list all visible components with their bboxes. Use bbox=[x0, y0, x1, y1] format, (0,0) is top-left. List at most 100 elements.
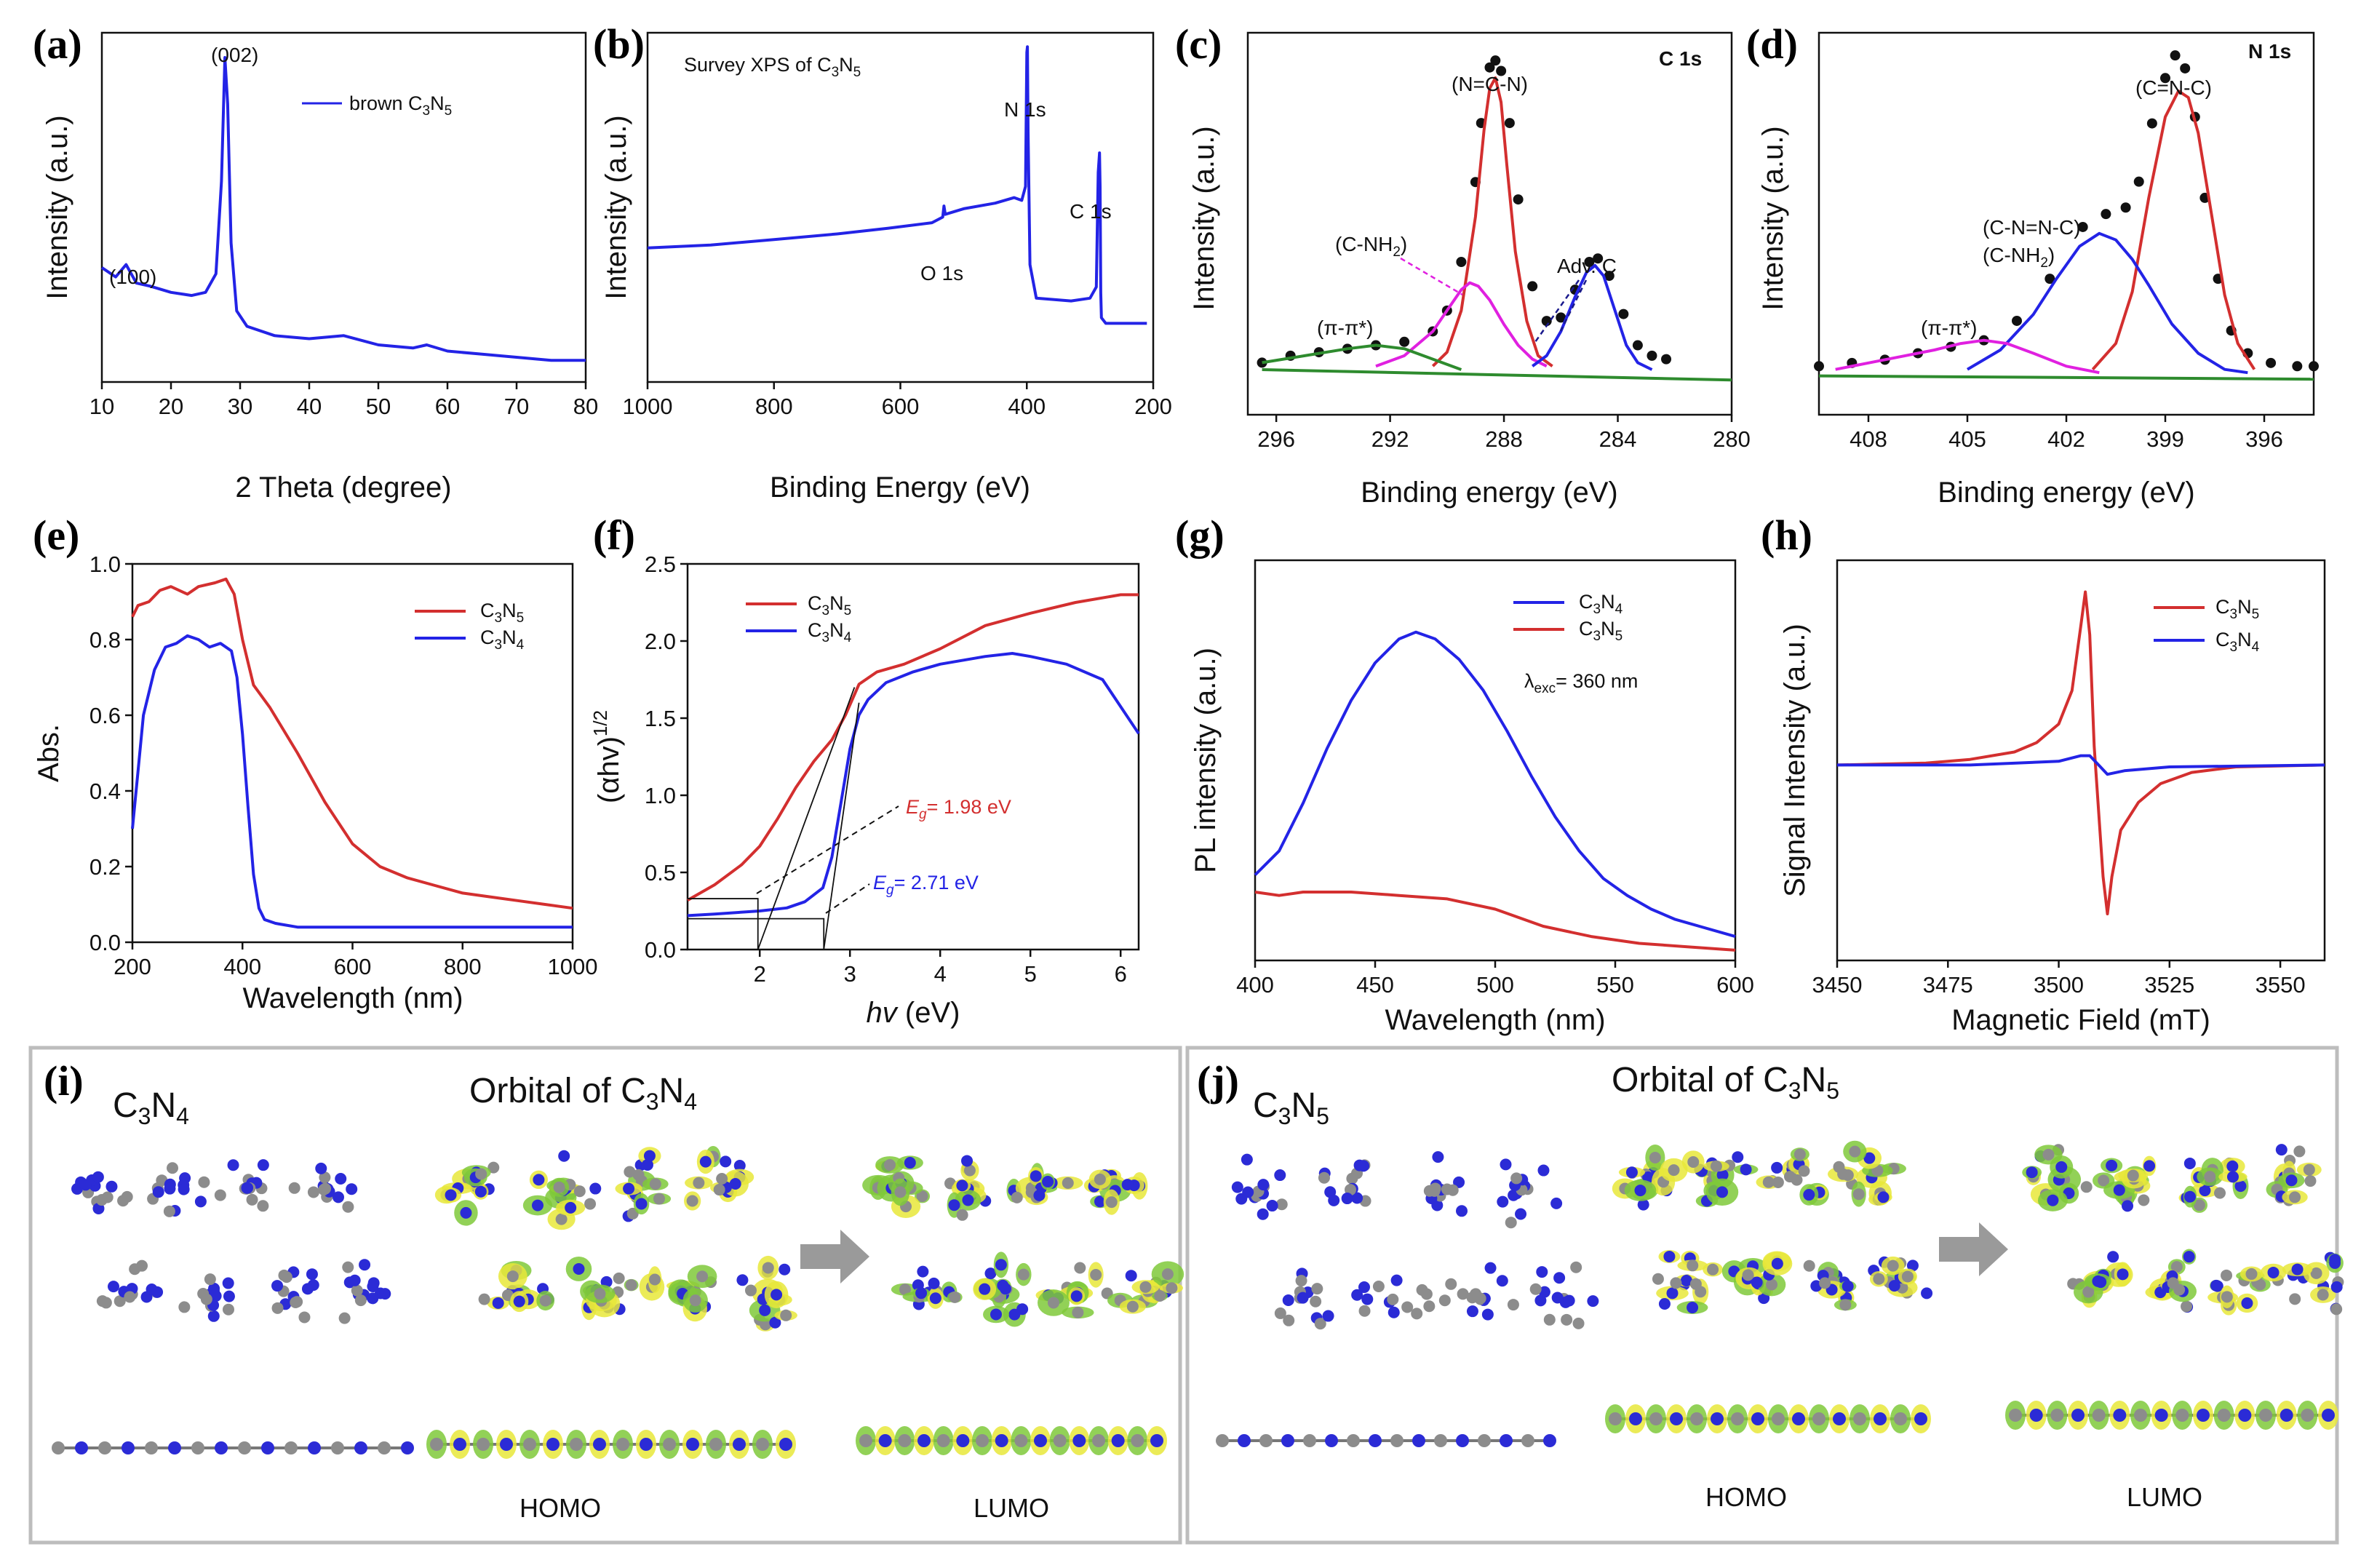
atom bbox=[2009, 1409, 2022, 1422]
atom bbox=[2173, 1284, 2186, 1296]
frame-f bbox=[686, 562, 1140, 951]
atom bbox=[573, 1262, 585, 1275]
title-b-3: 3 bbox=[832, 65, 840, 80]
atom bbox=[342, 1261, 354, 1273]
ytick-label-e-1: 0.2 bbox=[89, 854, 121, 880]
atom bbox=[1416, 1284, 1428, 1296]
xtick-label-b-1: 800 bbox=[755, 394, 793, 419]
raw-point-c-22 bbox=[1604, 271, 1615, 282]
atom bbox=[2293, 1145, 2306, 1158]
atom bbox=[2303, 1163, 2315, 1176]
ti-3: 3 bbox=[138, 1103, 151, 1129]
series-c-4 bbox=[1262, 343, 1462, 371]
ytick-label-e-3: 0.6 bbox=[89, 703, 121, 728]
atom bbox=[1295, 1275, 1307, 1287]
le-c3n5-n: N bbox=[502, 600, 517, 621]
oj-main: Orbital of C bbox=[1612, 1061, 1788, 1099]
atom bbox=[1873, 1273, 1885, 1285]
atom bbox=[1833, 1161, 1845, 1173]
atom bbox=[1649, 1412, 1663, 1425]
atom bbox=[649, 1273, 661, 1286]
atom bbox=[984, 1267, 997, 1280]
atom bbox=[513, 1295, 525, 1308]
title-j: C3N5 bbox=[1253, 1086, 1329, 1129]
atom bbox=[594, 1288, 606, 1300]
atom bbox=[401, 1441, 414, 1454]
ylabel-c: Intensity (a.u.) bbox=[1188, 126, 1220, 310]
atom bbox=[2026, 1166, 2038, 1179]
atom bbox=[1275, 1198, 1288, 1211]
atom bbox=[2138, 1194, 2150, 1206]
xlabel-a: 2 Theta (degree) bbox=[235, 471, 451, 504]
atom bbox=[1751, 1276, 1763, 1289]
ytick-label-f-2: 1.0 bbox=[645, 783, 676, 808]
atom bbox=[1500, 1158, 1512, 1171]
xtick-label-g-2: 500 bbox=[1476, 972, 1514, 998]
raw-point-c-24 bbox=[1632, 340, 1643, 351]
atom bbox=[1687, 1155, 1700, 1168]
atom bbox=[2226, 1171, 2239, 1183]
atom bbox=[762, 1262, 774, 1274]
atom bbox=[2289, 1191, 2301, 1203]
panel-label-i: (i) bbox=[44, 1057, 84, 1105]
atom bbox=[720, 1155, 732, 1168]
atom bbox=[1894, 1412, 1907, 1425]
lg-c3n4-c: C bbox=[1579, 591, 1593, 613]
atom bbox=[1094, 1173, 1106, 1185]
atom bbox=[1456, 1205, 1468, 1217]
atom bbox=[1833, 1412, 1846, 1425]
atom bbox=[338, 1312, 351, 1324]
annotation-o1s: O 1s bbox=[920, 262, 963, 284]
raw-point-d-22 bbox=[2292, 361, 2303, 372]
atom bbox=[961, 1155, 974, 1167]
raw-point-d-9 bbox=[2101, 209, 2111, 220]
atom bbox=[1625, 1166, 1638, 1179]
atom bbox=[1771, 1257, 1783, 1270]
ylabel-e: Abs. bbox=[33, 724, 65, 782]
atom bbox=[2113, 1184, 2125, 1196]
atom bbox=[1689, 1278, 1702, 1290]
atom bbox=[487, 1161, 500, 1174]
atom bbox=[2241, 1297, 2253, 1309]
legend-text-h-c3n4: C3N4 bbox=[2215, 629, 2260, 655]
panel-j-box bbox=[1185, 1046, 2339, 1545]
atom bbox=[223, 1290, 235, 1302]
lh-c3n4-3: 3 bbox=[2230, 640, 2238, 655]
atom bbox=[445, 1189, 457, 1201]
atom bbox=[1798, 1165, 1810, 1177]
atom bbox=[1390, 1434, 1404, 1447]
atom bbox=[883, 1159, 896, 1171]
atom bbox=[2304, 1175, 2317, 1187]
lh-c3n5-c: C bbox=[2215, 596, 2230, 618]
atom bbox=[616, 1438, 629, 1451]
atom bbox=[79, 1179, 92, 1191]
atom bbox=[207, 1310, 220, 1322]
le-c3n5-c: C bbox=[480, 600, 495, 621]
atom bbox=[354, 1441, 367, 1454]
atom bbox=[1318, 1171, 1330, 1184]
ytick-label-f-5: 2.5 bbox=[645, 552, 676, 577]
atom bbox=[284, 1441, 298, 1454]
atom bbox=[1663, 1250, 1676, 1262]
atom bbox=[246, 1193, 258, 1206]
atom bbox=[2275, 1144, 2288, 1156]
atom bbox=[164, 1182, 176, 1195]
atom bbox=[1358, 1305, 1371, 1317]
series-h-0 bbox=[1836, 590, 2325, 915]
orbital-title-j: Orbital of C3N5 bbox=[1612, 1061, 1839, 1104]
atom bbox=[1074, 1262, 1086, 1274]
series-d-2 bbox=[1966, 231, 2248, 375]
oi-n: N bbox=[659, 1072, 685, 1110]
atom bbox=[506, 1270, 519, 1283]
xtick-label-h-4: 3550 bbox=[2256, 972, 2306, 998]
atom bbox=[306, 1268, 318, 1281]
atom bbox=[625, 1279, 637, 1292]
series-f-3 bbox=[823, 702, 860, 950]
atom bbox=[1803, 1259, 1815, 1272]
atom bbox=[1456, 1434, 1469, 1447]
xtick-label-h-0: 3450 bbox=[1812, 972, 1863, 998]
xtick-label-b-0: 1000 bbox=[623, 394, 673, 419]
atom bbox=[1550, 1197, 1563, 1209]
atom bbox=[1047, 1297, 1059, 1309]
series-d-3 bbox=[1835, 338, 2100, 375]
